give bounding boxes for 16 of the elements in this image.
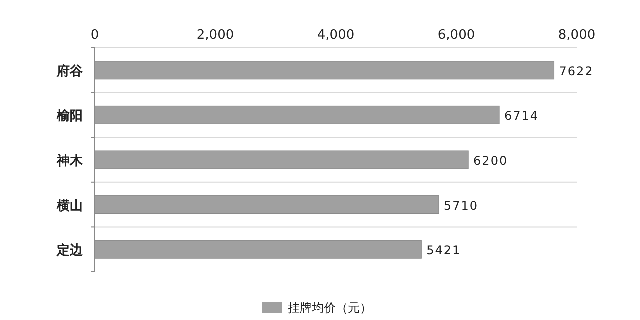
x-tick-label: 0 [90, 28, 100, 43]
y-tick-label: 榆阳 [56, 109, 83, 124]
data-label: 7622 [559, 64, 594, 78]
x-tick-label: 4,000 [317, 28, 355, 43]
x-tick-label: 6,000 [438, 28, 476, 43]
y-tick-label: 定边 [56, 242, 84, 259]
data-label: 5421 [426, 244, 462, 258]
x-tick-label: 2,000 [196, 28, 234, 43]
y-tick-label: 横山 [56, 198, 83, 214]
data-label: 6200 [474, 154, 508, 168]
data-label: 6714 [504, 109, 540, 124]
data-label: 5710 [444, 198, 479, 213]
y-tick-label: 府谷 [56, 63, 84, 80]
y-tick-label: 神木 [56, 153, 84, 169]
x-tick-label: 8,000 [558, 28, 596, 43]
legend-label: 挂牌均价（元） [288, 301, 372, 315]
